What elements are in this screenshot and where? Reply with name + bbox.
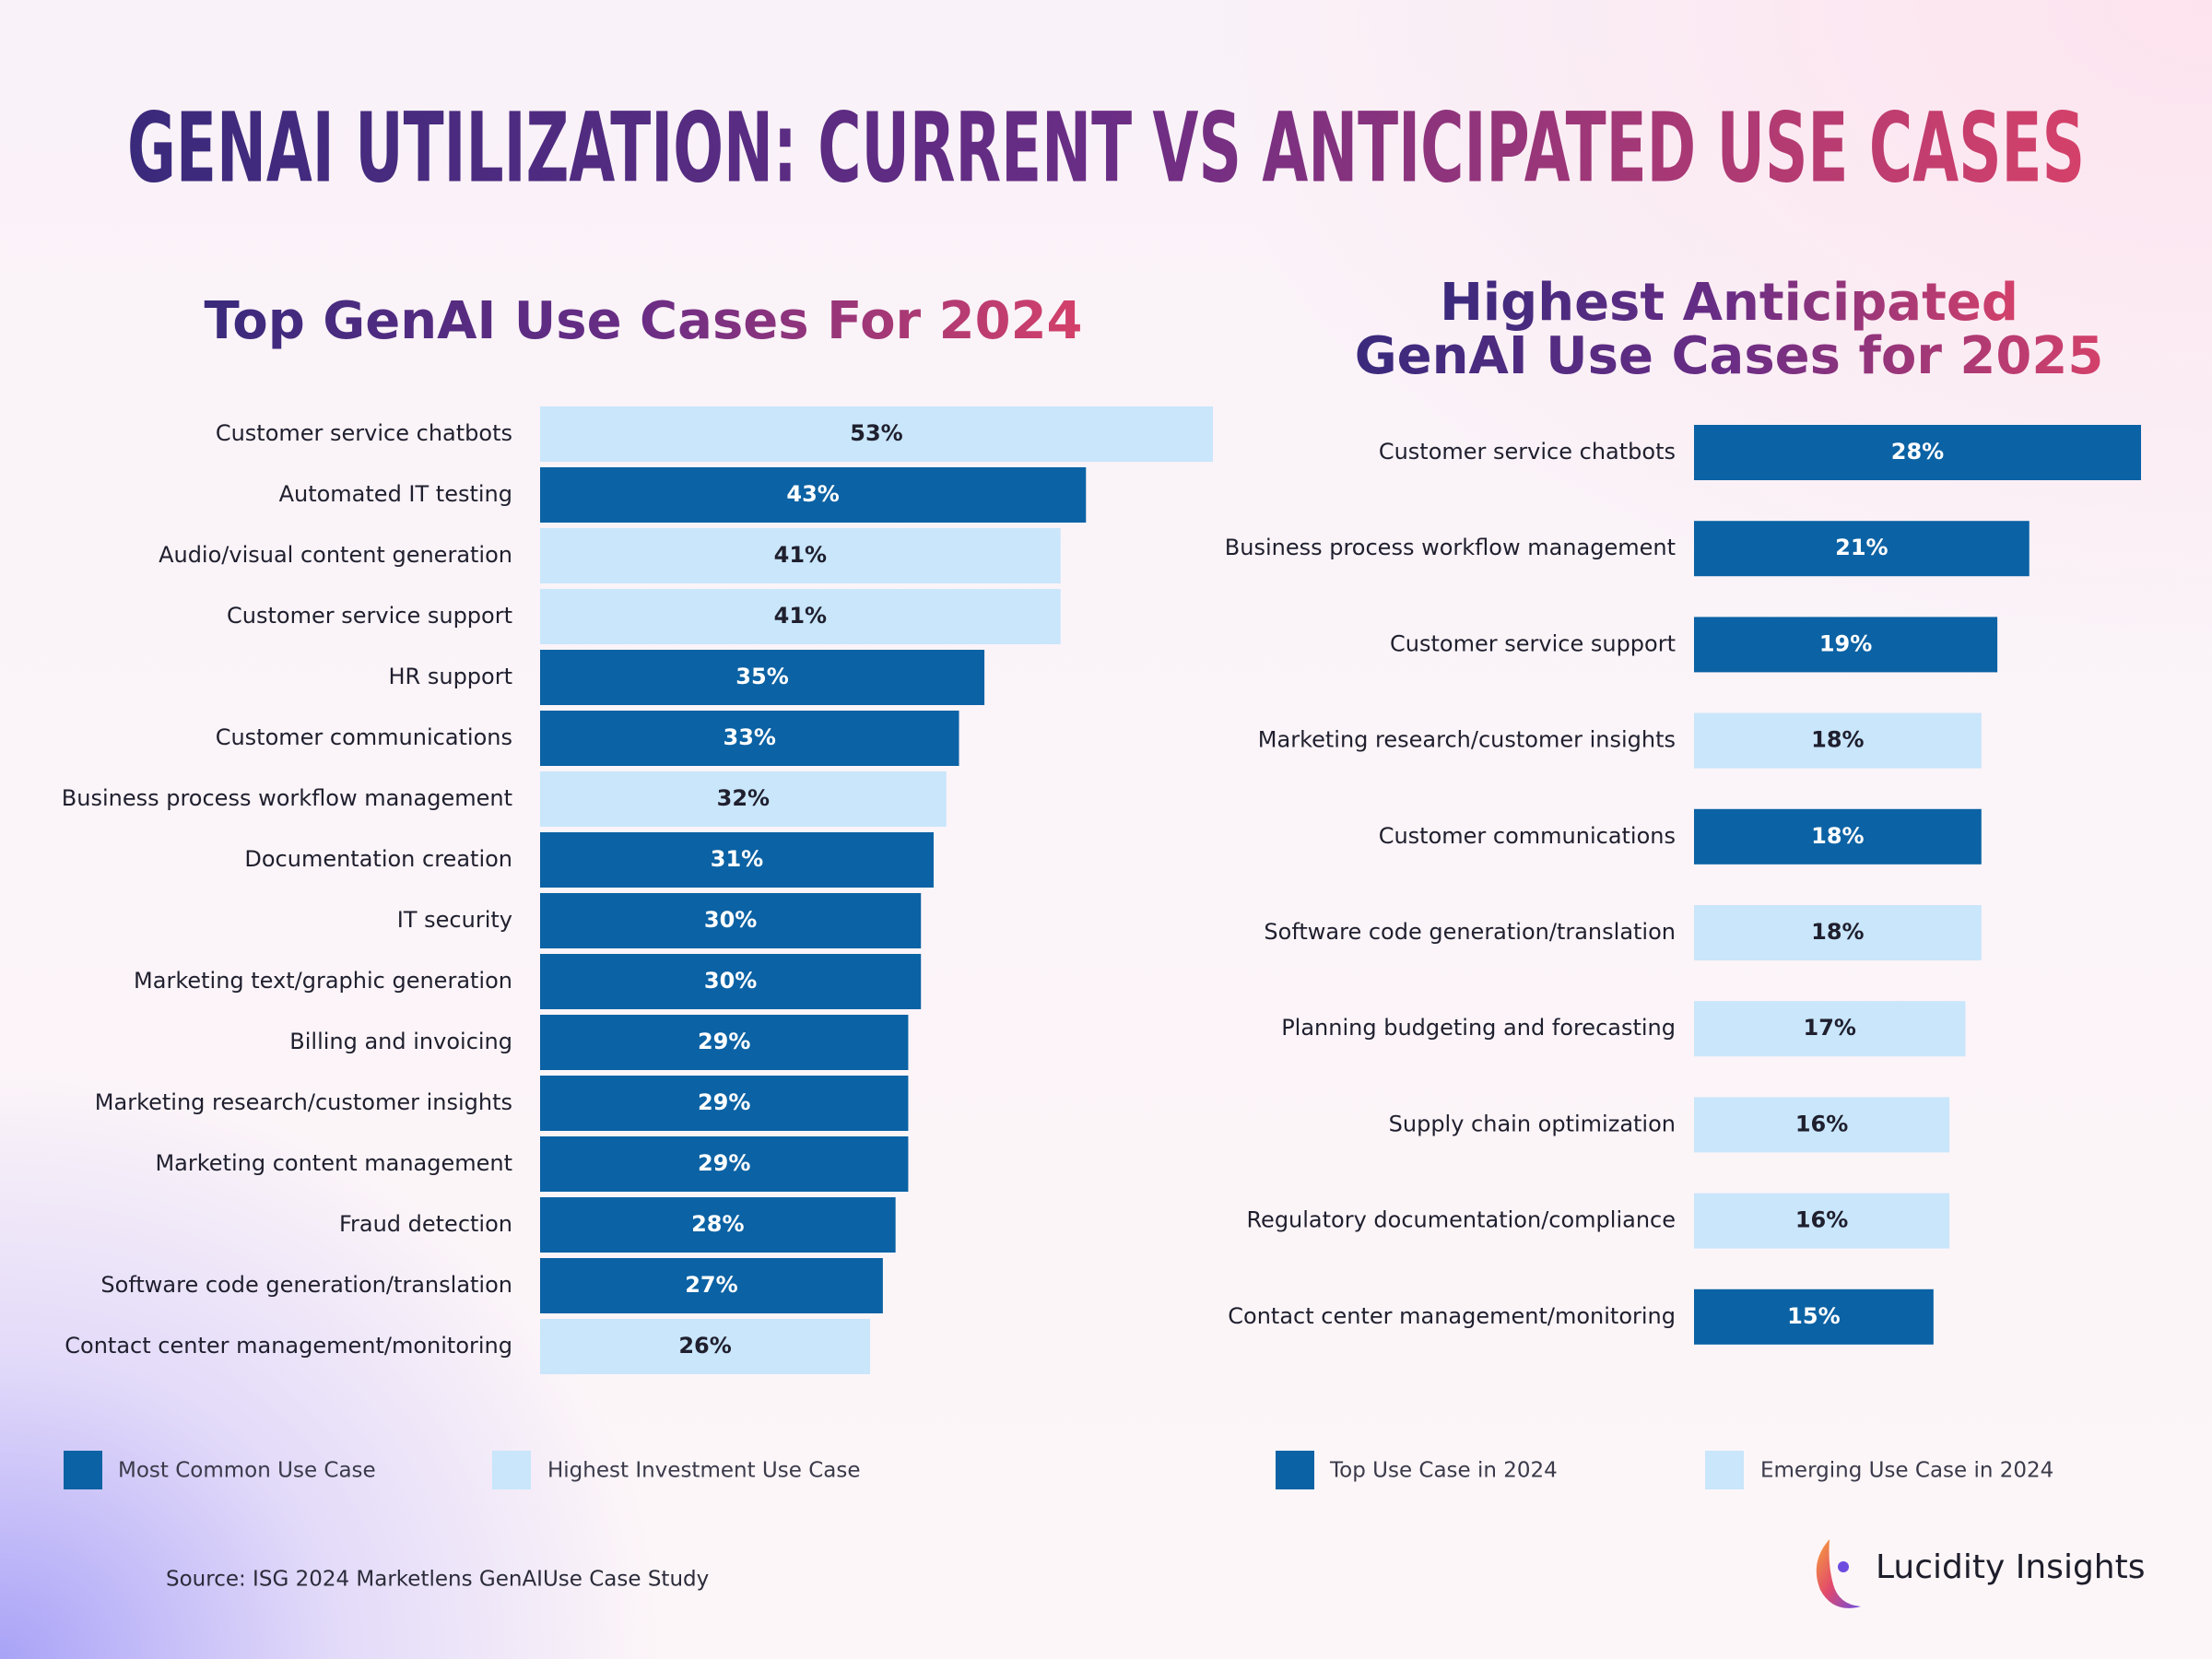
value-label: 19%	[1819, 630, 1872, 656]
legend-swatch	[1276, 1451, 1314, 1489]
bar	[540, 528, 1061, 583]
category-label: Supply chain optimization	[1389, 1111, 1676, 1136]
category-label: Software code generation/translation	[100, 1272, 512, 1298]
legend-swatch	[1705, 1451, 1744, 1489]
category-label: Software code generation/translation	[1264, 919, 1676, 945]
category-label: IT security	[397, 907, 512, 933]
bar	[540, 1197, 896, 1253]
category-label: Customer communications	[1379, 823, 1676, 849]
value-label: 15%	[1787, 1303, 1840, 1329]
value-label: 32%	[717, 785, 770, 811]
bar	[540, 1319, 871, 1374]
bar	[540, 954, 922, 1009]
legend-swatch	[64, 1451, 102, 1489]
chart-title: Top GenAI Use Cases For 2024	[204, 291, 1082, 351]
value-label: 53%	[850, 420, 902, 446]
bar	[540, 1136, 909, 1192]
brand-logo	[1816, 1539, 1861, 1608]
value-label: 17%	[1804, 1015, 1856, 1041]
bar	[540, 589, 1061, 644]
value-label: 41%	[774, 542, 827, 568]
category-label: Marketing research/customer insights	[1258, 727, 1676, 753]
category-label: Customer service support	[1390, 630, 1676, 656]
category-label: Automated IT testing	[279, 481, 512, 507]
bar	[540, 406, 1213, 462]
chart-title: GenAI Use Cases for 2025	[1355, 326, 2104, 386]
category-label: Customer service chatbots	[1379, 439, 1676, 465]
legend-label: Top Use Case in 2024	[1329, 1459, 1558, 1483]
category-label: Contact center management/monitoring	[1228, 1303, 1676, 1329]
bar	[1694, 1097, 1950, 1153]
value-label: 29%	[698, 1089, 750, 1115]
category-label: Marketing text/graphic generation	[134, 968, 512, 994]
value-label: 16%	[1795, 1207, 1848, 1233]
bar	[1694, 1193, 1950, 1249]
value-label: 18%	[1811, 727, 1864, 753]
category-label: Regulatory documentation/compliance	[1246, 1207, 1676, 1233]
value-label: 30%	[704, 907, 757, 933]
brand-logo-dot	[1838, 1561, 1849, 1572]
category-label: Marketing content management	[155, 1150, 512, 1176]
category-label: Business process workflow management	[62, 785, 512, 811]
value-label: 35%	[735, 664, 788, 689]
bar	[1694, 521, 2030, 577]
category-label: Audio/visual content generation	[159, 542, 512, 568]
bar	[540, 467, 1087, 523]
chart-title: Highest Anticipated	[1440, 273, 2018, 333]
bar	[1694, 425, 2141, 480]
bar	[540, 1015, 909, 1070]
bar	[1694, 1288, 1934, 1345]
category-label: Billing and invoicing	[289, 1029, 512, 1054]
source: Source: ISG 2024 Marketlens GenAIUse Cas…	[166, 1568, 709, 1592]
value-label: 41%	[774, 603, 827, 629]
value-label: 18%	[1811, 919, 1864, 945]
category-label: Documentation creation	[244, 846, 512, 872]
bar	[540, 1258, 883, 1313]
value-label: 28%	[1891, 439, 1944, 465]
value-label: 18%	[1811, 823, 1864, 849]
legend-swatch	[492, 1451, 531, 1489]
bar	[540, 893, 922, 948]
value-label: 16%	[1795, 1111, 1848, 1136]
brand: Lucidity Insights	[1876, 1548, 2145, 1586]
value-label: 30%	[704, 968, 757, 994]
value-label: 21%	[1835, 535, 1888, 560]
value-label: 29%	[698, 1150, 750, 1176]
category-label: Marketing research/customer insights	[95, 1089, 512, 1115]
main-title: GENAI UTILIZATION: CURRENT VS ANTICIPATE…	[127, 91, 2085, 204]
bar	[1694, 905, 1982, 960]
bar	[1694, 1001, 1966, 1057]
value-label: 43%	[786, 481, 839, 507]
value-label: 26%	[678, 1333, 731, 1359]
category-label: Planning budgeting and forecasting	[1281, 1015, 1676, 1041]
value-label: 28%	[691, 1211, 744, 1237]
bar	[540, 1076, 909, 1131]
category-label: Business process workflow management	[1225, 535, 1676, 560]
bar	[1694, 808, 1982, 865]
category-label: Customer service support	[227, 603, 512, 629]
legend-label: Emerging Use Case in 2024	[1760, 1459, 2053, 1483]
category-label: Fraud detection	[339, 1211, 512, 1237]
value-label: 31%	[711, 846, 763, 872]
bar	[540, 711, 959, 766]
category-label: Customer communications	[216, 724, 512, 750]
bar	[540, 650, 985, 705]
bar	[1694, 712, 1982, 769]
value-label: 27%	[685, 1272, 737, 1298]
value-label: 33%	[724, 724, 776, 750]
bar	[540, 771, 947, 827]
category-label: HR support	[389, 664, 513, 689]
legend-label: Highest Investment Use Case	[547, 1459, 860, 1483]
legend-label: Most Common Use Case	[118, 1459, 376, 1483]
category-label: Contact center management/monitoring	[65, 1333, 512, 1359]
value-label: 29%	[698, 1029, 750, 1054]
bar	[540, 832, 934, 888]
category-label: Customer service chatbots	[216, 420, 512, 446]
bar	[1694, 617, 1998, 673]
